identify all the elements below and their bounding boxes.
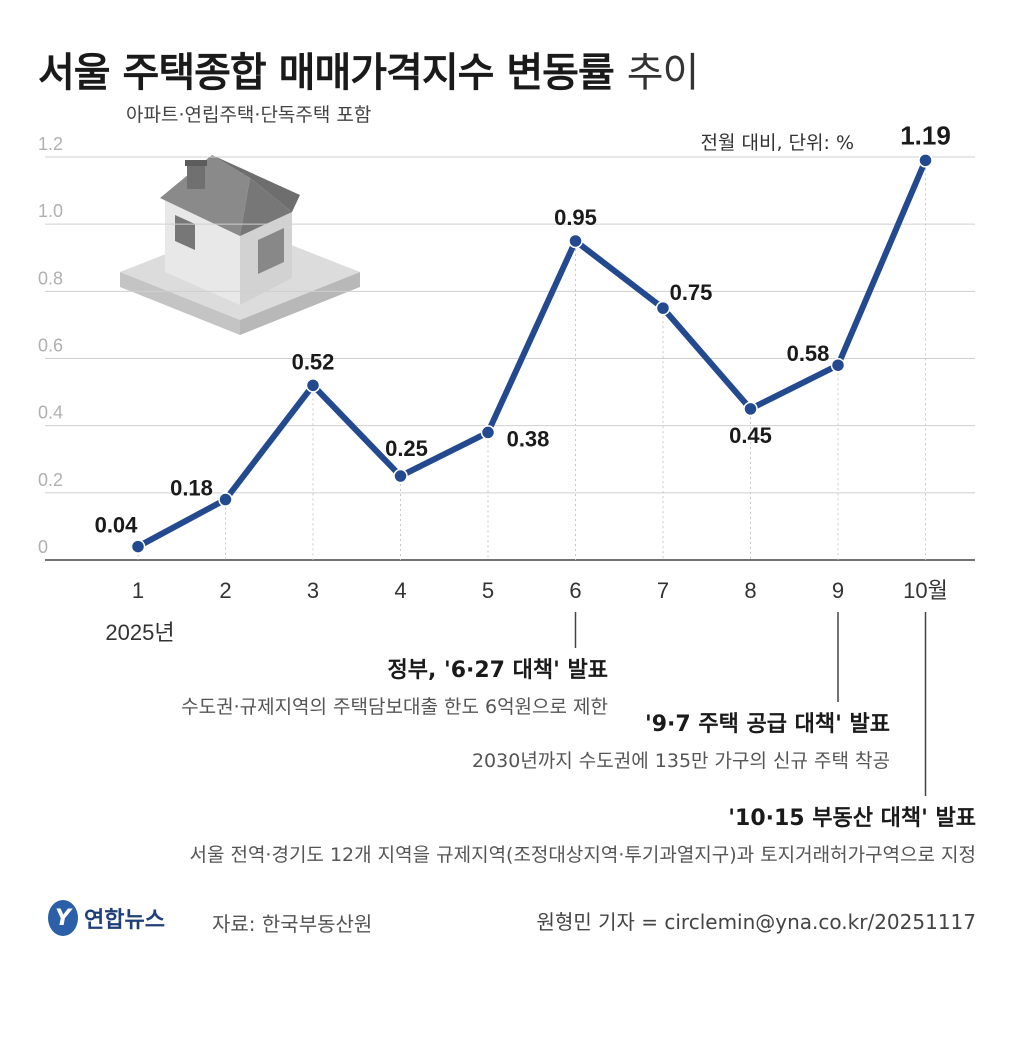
reporter-credit: 원형민 기자 = circlemin@yna.co.kr/20251117 xyxy=(536,910,976,934)
annotation-october-desc: 서울 전역·경기도 12개 지역을 규제지역(조정대상지역·투기과열지구)과 토… xyxy=(189,844,976,866)
y-tick-label: 0.6 xyxy=(38,336,63,356)
y-tick-label: 0.2 xyxy=(38,470,63,490)
yonhap-brand-name: 연합뉴스 xyxy=(84,908,165,933)
x-tick-label: 7 xyxy=(657,578,669,603)
data-label: 0.52 xyxy=(292,349,335,374)
title-suffix: 추이 xyxy=(626,50,700,96)
x-tick-label: 2 xyxy=(219,578,231,603)
y-tick-label: 1.2 xyxy=(38,134,63,154)
x-tick-label: 9 xyxy=(832,578,844,603)
annotation-october-head: '10·15 부동산 대책' 발표 xyxy=(728,806,976,831)
annotation-june-head: 정부, '6·27 대책' 발표 xyxy=(387,658,608,683)
data-point xyxy=(743,401,758,417)
annotation-june-desc: 수도권·규제지역의 주택담보대출 한도 6억원으로 제한 xyxy=(181,696,608,718)
x-axis-ticks: 1 2 3 4 5 6 7 8 9 10월 xyxy=(132,578,948,603)
data-label: 0.75 xyxy=(670,280,713,305)
title-main: 서울 주택종합 매매가격지수 변동률 xyxy=(38,50,615,96)
y-axis-ticks: 0 0.2 0.4 0.6 0.8 1.0 1.2 xyxy=(38,134,63,557)
annotation-leaders xyxy=(574,612,927,796)
series-line xyxy=(135,157,929,550)
x-tick-label: 3 xyxy=(307,578,319,603)
y-tick-label: 1.0 xyxy=(38,201,63,221)
data-source: 자료: 한국부동산원 xyxy=(212,912,373,936)
x-tick-label: 10월 xyxy=(903,578,948,603)
series-line-layer xyxy=(135,157,929,550)
data-label: 0.45 xyxy=(729,423,772,448)
chart-subtitle: 아파트·연립주택·단독주택 포함 xyxy=(126,104,372,126)
data-point xyxy=(918,153,933,168)
data-point xyxy=(218,492,233,507)
x-tick-label: 6 xyxy=(569,578,581,603)
annotation-september-head: '9·7 주택 공급 대책' 발표 xyxy=(644,712,890,737)
x-tick-label: 1 xyxy=(132,578,144,603)
data-label: 1.19 xyxy=(900,120,951,150)
data-label: 0.25 xyxy=(385,436,428,461)
data-point xyxy=(480,425,496,440)
data-point xyxy=(830,357,846,373)
y-tick-label: 0.8 xyxy=(38,268,63,288)
data-label: 0.58 xyxy=(787,341,830,366)
data-point xyxy=(130,539,146,554)
annotation-september: '9·7 주택 공급 대책' 발표 2030년까지 수도권에 135만 가구의 … xyxy=(472,706,890,773)
data-point xyxy=(305,378,321,393)
unit-note: 전월 대비, 단위: % xyxy=(700,132,855,154)
data-label: 0.95 xyxy=(554,205,597,230)
data-point xyxy=(393,468,408,484)
annotation-september-desc: 2030년까지 수도권에 135만 가구의 신규 주택 착공 xyxy=(471,750,890,772)
annotation-october: '10·15 부동산 대책' 발표 서울 전역·경기도 12개 지역을 규제지역… xyxy=(189,800,976,867)
yonhap-logo: Y 연합뉴스 xyxy=(48,900,165,936)
guide-lines xyxy=(137,168,926,560)
data-point xyxy=(655,300,671,316)
data-label: 0.38 xyxy=(507,426,550,451)
data-label: 0.18 xyxy=(170,476,213,501)
data-label: 0.04 xyxy=(95,513,139,538)
data-point xyxy=(568,233,583,249)
gridlines xyxy=(45,156,975,561)
chart-title: 서울 주택종합 매매가격지수 변동률 추이 xyxy=(38,40,700,98)
data-points xyxy=(130,153,933,554)
x-tick-label: 5 xyxy=(482,578,494,603)
year-label: 2025년 xyxy=(105,620,174,645)
y-tick-label: 0 xyxy=(38,537,48,557)
house-icon xyxy=(120,155,360,335)
yonhap-logo-mark: Y xyxy=(48,900,78,936)
x-tick-label: 4 xyxy=(394,578,406,603)
x-tick-label: 8 xyxy=(744,578,756,603)
y-tick-label: 0.4 xyxy=(38,403,63,423)
data-labels: 0.04 0.18 0.52 0.25 0.38 0.95 0.75 0.45 0.58 1.19 xyxy=(95,120,951,537)
annotation-june: 정부, '6·27 대책' 발표 수도권·규제지역의 주택담보대출 한도 6억원… xyxy=(181,652,608,719)
